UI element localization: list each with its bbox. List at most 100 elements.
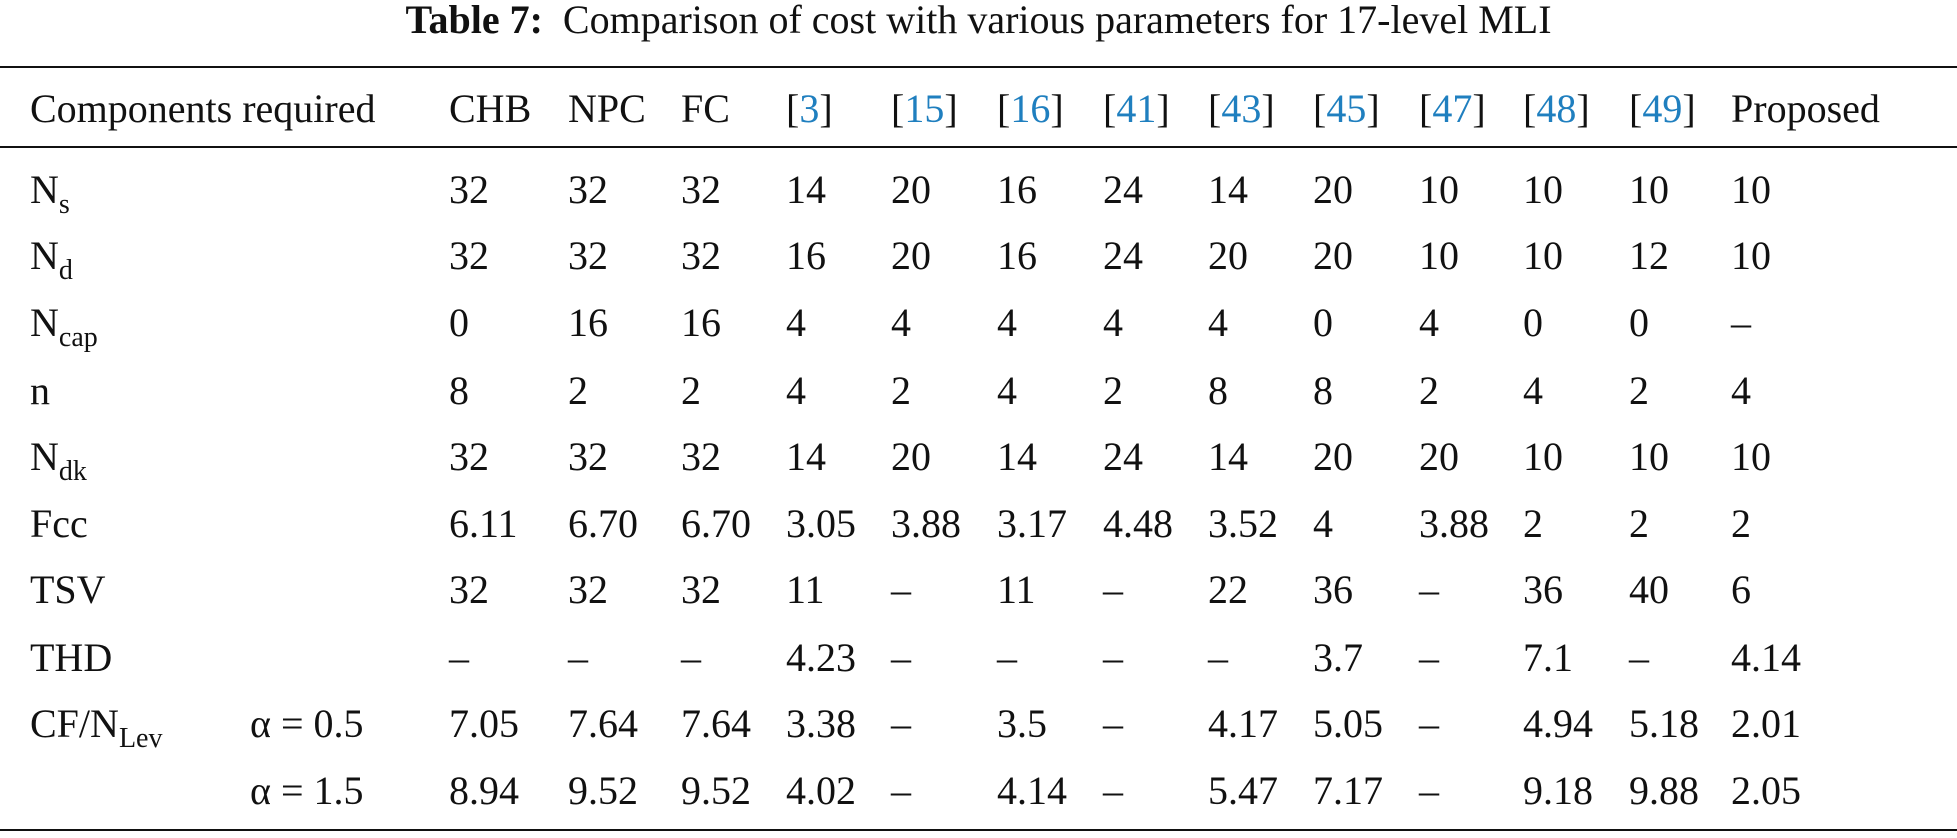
table-cell: 4 bbox=[997, 300, 1017, 345]
table-cell: 14 bbox=[786, 167, 826, 212]
table-cell: – bbox=[891, 635, 911, 680]
table-cell: 10 bbox=[1419, 167, 1459, 212]
table-cell: 32 bbox=[449, 434, 489, 479]
table-cell: – bbox=[1103, 701, 1123, 746]
column-header: [49] bbox=[1629, 86, 1696, 131]
table-cell: 8 bbox=[449, 368, 469, 413]
table-cell: 4 bbox=[891, 300, 911, 345]
table-cell: 32 bbox=[449, 167, 489, 212]
table-cell: 32 bbox=[568, 434, 608, 479]
table-cell: – bbox=[1419, 635, 1439, 680]
column-header: [47] bbox=[1419, 86, 1486, 131]
table-cell: 20 bbox=[891, 167, 931, 212]
table-cell: 4.14 bbox=[997, 768, 1067, 813]
table-cell: 5.18 bbox=[1629, 701, 1699, 746]
mid-rule bbox=[0, 146, 1957, 148]
table-cell: 32 bbox=[681, 167, 721, 212]
table-cell: 10 bbox=[1731, 434, 1771, 479]
table-cell: 3.17 bbox=[997, 501, 1067, 546]
table-cell: 0 bbox=[449, 300, 469, 345]
table-cell: 3.5 bbox=[997, 701, 1047, 746]
row-label-text: N bbox=[30, 300, 59, 345]
table-cell: 8.94 bbox=[449, 768, 519, 813]
table-cell: 3.38 bbox=[786, 701, 856, 746]
table-cell: 10 bbox=[1629, 167, 1669, 212]
table-cell: – bbox=[568, 635, 588, 680]
table-cell: 2 bbox=[1629, 368, 1649, 413]
table-cell: 4.48 bbox=[1103, 501, 1173, 546]
table-cell: 32 bbox=[568, 233, 608, 278]
table-cell: 40 bbox=[1629, 567, 1669, 612]
caption-text: Comparison of cost with various paramete… bbox=[562, 0, 1552, 42]
table-cell: 6.70 bbox=[681, 501, 751, 546]
table-cell: 0 bbox=[1523, 300, 1543, 345]
table-cell: 2 bbox=[1419, 368, 1439, 413]
table-cell: 6 bbox=[1731, 567, 1751, 612]
table-cell: 32 bbox=[449, 233, 489, 278]
row-label: Fcc bbox=[30, 504, 88, 544]
row-label-subscript: s bbox=[58, 189, 70, 220]
table-cell: 20 bbox=[1419, 434, 1459, 479]
table-cell: – bbox=[891, 701, 911, 746]
row-label-text: CF/N bbox=[30, 701, 119, 746]
row-label: Ns bbox=[30, 167, 70, 219]
table-cell: 24 bbox=[1103, 167, 1143, 212]
row-label-subscript: dk bbox=[58, 456, 87, 487]
table-cell: 4 bbox=[1419, 300, 1439, 345]
table-cell: 4 bbox=[1208, 300, 1228, 345]
table-cell: 2 bbox=[1629, 501, 1649, 546]
table-cell: 14 bbox=[786, 434, 826, 479]
table-cell: 4.94 bbox=[1523, 701, 1593, 746]
table-cell: 8 bbox=[1313, 368, 1333, 413]
column-header: [16] bbox=[997, 86, 1064, 131]
table-cell: 36 bbox=[1523, 567, 1563, 612]
table-cell: 16 bbox=[568, 300, 608, 345]
row-label: THD bbox=[30, 638, 112, 678]
table-cell: 2 bbox=[1731, 501, 1751, 546]
row-label-text: N bbox=[30, 167, 59, 212]
table-cell: – bbox=[891, 567, 911, 612]
table-cell: 4 bbox=[786, 368, 806, 413]
table-cell: 4 bbox=[1313, 501, 1333, 546]
table-cell: 11 bbox=[997, 567, 1036, 612]
table-cell: 14 bbox=[1208, 167, 1248, 212]
table-cell: – bbox=[1208, 635, 1228, 680]
table-cell: 16 bbox=[997, 233, 1037, 278]
table-cell: 9.88 bbox=[1629, 768, 1699, 813]
table-cell: 2.05 bbox=[1731, 768, 1801, 813]
table-cell: 2 bbox=[568, 368, 588, 413]
table-cell: 4 bbox=[1523, 368, 1543, 413]
table-cell: 36 bbox=[1313, 567, 1353, 612]
row-parameter: α = 0.5 bbox=[250, 701, 364, 746]
table-cell: 22 bbox=[1208, 567, 1248, 612]
table-caption: Table 7: Comparison of cost with various… bbox=[0, 0, 1957, 40]
table-cell: 4.23 bbox=[786, 635, 856, 680]
row-label: CF/NLev bbox=[30, 701, 162, 753]
table-cell: – bbox=[1731, 300, 1751, 345]
table-cell: 14 bbox=[997, 434, 1037, 479]
table-cell: 10 bbox=[1523, 167, 1563, 212]
table-cell: 24 bbox=[1103, 233, 1143, 278]
table-cell: 4.17 bbox=[1208, 701, 1278, 746]
table-cell: 7.64 bbox=[681, 701, 751, 746]
column-header: Components required bbox=[30, 86, 376, 131]
row-label-text: TSV bbox=[30, 567, 106, 612]
bottom-rule bbox=[0, 829, 1957, 831]
table-cell: 4 bbox=[997, 368, 1017, 413]
table-cell: – bbox=[891, 768, 911, 813]
table-cell: 3.88 bbox=[1419, 501, 1489, 546]
table-cell: 0 bbox=[1629, 300, 1649, 345]
row-label-text: THD bbox=[30, 635, 113, 680]
row-label: n bbox=[30, 371, 50, 411]
table-cell: 9.52 bbox=[681, 768, 751, 813]
table-cell: 10 bbox=[1629, 434, 1669, 479]
table-cell: 2 bbox=[681, 368, 701, 413]
table-cell: 32 bbox=[449, 567, 489, 612]
table-cell: 5.47 bbox=[1208, 768, 1278, 813]
table-cell: 16 bbox=[786, 233, 826, 278]
table-cell: 4 bbox=[1731, 368, 1751, 413]
row-parameter: α = 1.5 bbox=[250, 768, 364, 813]
table-cell: – bbox=[1419, 701, 1439, 746]
table-cell: 24 bbox=[1103, 434, 1143, 479]
